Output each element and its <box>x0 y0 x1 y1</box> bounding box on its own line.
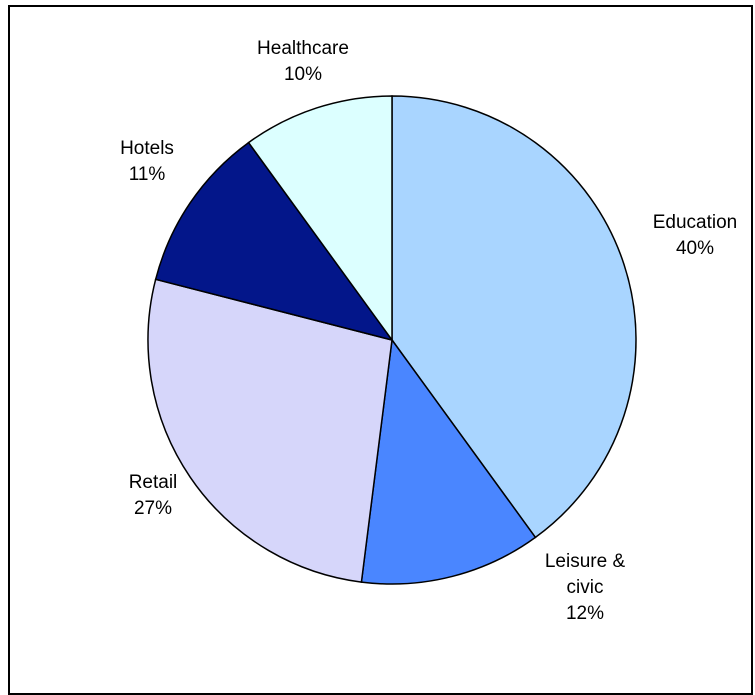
slice-percent-label: 12% <box>566 603 604 624</box>
slice-percent-label: 11% <box>129 164 166 185</box>
slice-category-label: Education <box>653 212 738 233</box>
slice-category-label: civic <box>567 577 604 598</box>
pie-slice-hotels <box>154 141 394 342</box>
pie-slice-leisure-civic <box>360 338 537 585</box>
slice-percent-label: 10% <box>284 64 322 85</box>
pie-slice-retail <box>147 278 393 583</box>
slice-percent-label: 40% <box>676 238 714 259</box>
pie-slice-education <box>391 95 637 539</box>
slice-category-label: Retail <box>129 472 178 493</box>
slice-category-label: Hotels <box>120 138 174 159</box>
slice-category-label: Healthcare <box>257 38 349 59</box>
slice-percent-label: 27% <box>134 498 172 519</box>
slice-category-label: Leisure & <box>545 551 626 572</box>
pie-slice-healthcare <box>247 95 393 343</box>
